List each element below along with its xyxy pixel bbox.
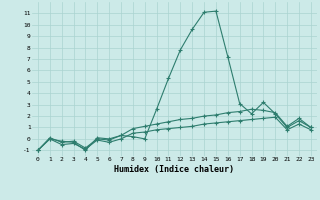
X-axis label: Humidex (Indice chaleur): Humidex (Indice chaleur) <box>115 165 234 174</box>
